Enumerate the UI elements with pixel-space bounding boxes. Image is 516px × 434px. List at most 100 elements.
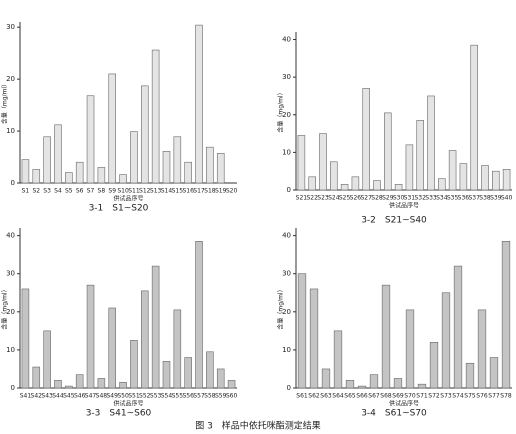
y-tick-label: 10	[6, 127, 15, 135]
bar	[21, 288, 30, 389]
x-tick-label: S75	[464, 393, 476, 400]
bar	[492, 170, 500, 191]
bar	[86, 284, 95, 389]
bar	[86, 95, 95, 184]
x-axis-label: 供试品序号	[389, 202, 419, 210]
bar	[427, 95, 435, 191]
bar	[227, 380, 236, 389]
y-tick-label: 0	[11, 179, 15, 187]
y-tick-label: 10	[282, 148, 291, 156]
y-tick-label: 30	[6, 270, 15, 278]
x-tick-label: S49	[106, 393, 118, 400]
bar	[119, 381, 127, 389]
bar	[195, 24, 203, 184]
x-tick-label: S36	[458, 195, 470, 202]
x-tick-label: S40	[501, 195, 513, 202]
x-tick-label: S53	[150, 393, 162, 400]
bar	[65, 172, 73, 184]
x-tick-label: S5	[65, 188, 73, 195]
bar	[162, 151, 171, 184]
x-tick-label: S20	[226, 188, 238, 195]
x-tick-label: S19	[215, 188, 227, 195]
bar	[21, 159, 30, 184]
bar	[438, 178, 446, 191]
bar	[330, 161, 338, 191]
bar	[75, 161, 84, 184]
x-tick-label: S30	[393, 195, 405, 202]
bar	[151, 49, 160, 184]
x-tick-label: S47	[85, 393, 97, 400]
bar	[369, 374, 379, 389]
x-tick-label: S73	[440, 393, 452, 400]
bar	[333, 330, 343, 389]
x-tick-label: S66	[356, 393, 368, 400]
bar	[141, 290, 149, 389]
x-tick-label: S44	[52, 393, 64, 400]
bar	[162, 361, 171, 389]
bar	[130, 131, 138, 184]
x-tick-label: S12	[139, 188, 151, 195]
x-tick-label: S34	[436, 195, 448, 202]
bar	[108, 73, 116, 184]
bar	[470, 44, 478, 191]
x-tick-label: S76	[476, 393, 488, 400]
x-tick-label: S54	[161, 393, 173, 400]
x-tick-label: S3	[43, 188, 51, 195]
x-tick-label: S11	[128, 188, 140, 195]
bar	[501, 241, 511, 389]
x-tick-label: S39	[490, 195, 502, 202]
y-tick-label: 10	[6, 346, 15, 354]
bar	[308, 176, 316, 191]
x-tick-label: S45	[63, 393, 75, 400]
x-tick-label: S46	[74, 393, 86, 400]
x-tick-label: S63	[320, 393, 332, 400]
x-tick-label: S62	[308, 393, 320, 400]
x-tick-label: S22	[306, 195, 318, 202]
bar	[97, 167, 106, 184]
bar	[441, 292, 451, 389]
y-axis-label: 含量（mg/ml）	[1, 286, 9, 329]
bar	[321, 368, 331, 389]
x-tick-label: S31	[404, 195, 416, 202]
x-tick-label: S26	[350, 195, 362, 202]
y-tick-label: 40	[6, 232, 15, 240]
x-tick-label: S15	[172, 188, 184, 195]
bar	[184, 357, 192, 389]
bar	[173, 136, 182, 184]
x-tick-label: S21	[296, 195, 308, 202]
x-tick-label: S10	[117, 188, 129, 195]
x-tick-label: S78	[500, 393, 512, 400]
bar	[206, 146, 214, 184]
x-tick-label: S51	[128, 393, 140, 400]
bar	[489, 357, 499, 389]
x-tick-label: S17	[193, 188, 205, 195]
x-tick-label: S42	[31, 393, 43, 400]
x-tick-label: S28	[371, 195, 383, 202]
bar	[184, 161, 192, 184]
bar	[130, 340, 138, 389]
y-tick-label: 30	[282, 73, 291, 81]
bar	[319, 133, 327, 191]
y-axis-label: 含量（mg/ml）	[277, 286, 285, 329]
bar	[502, 169, 511, 191]
bar	[345, 380, 355, 389]
x-tick-label: S38	[479, 195, 491, 202]
x-axis-label: 供试品序号	[389, 400, 419, 408]
x-tick-label: S32	[414, 195, 426, 202]
x-tick-label: S25	[339, 195, 351, 202]
x-tick-label: S43	[41, 393, 53, 400]
x-tick-label: S8	[98, 188, 106, 195]
bar	[417, 383, 427, 389]
bar	[65, 385, 73, 389]
y-axis-label: 含量（mg/ml）	[1, 81, 9, 124]
bar	[216, 153, 225, 184]
x-tick-label: S55	[172, 393, 184, 400]
y-tick-label: 20	[6, 75, 15, 83]
bar	[340, 184, 349, 191]
x-tick-label: S29	[382, 195, 394, 202]
x-tick-label: S52	[139, 393, 151, 400]
y-tick-label: 20	[6, 308, 15, 316]
bar	[429, 341, 439, 389]
x-tick-label: S59	[215, 393, 227, 400]
